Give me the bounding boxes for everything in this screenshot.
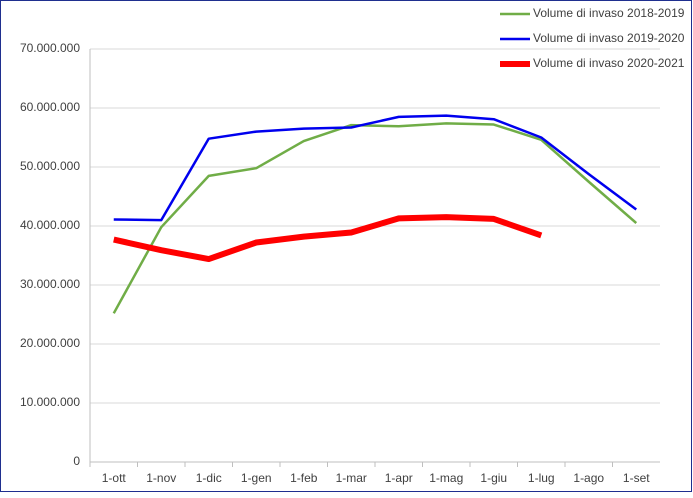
y-tick-label: 20.000.000 xyxy=(20,336,80,350)
x-tick-label: 1-ott xyxy=(102,471,127,485)
y-tick-label: 0 xyxy=(73,454,80,468)
x-tick-label: 1-giu xyxy=(480,471,507,485)
series-line xyxy=(112,122,638,314)
x-tick-label: 1-mar xyxy=(336,471,367,485)
series-line xyxy=(113,214,543,263)
legend-label: Volume di invaso 2019-2020 xyxy=(533,31,685,45)
series-line xyxy=(113,114,637,222)
y-tick-label: 60.000.000 xyxy=(20,100,80,114)
x-tick-label: 1-dic xyxy=(196,471,222,485)
x-tick-label: 1-feb xyxy=(290,471,318,485)
x-tick-label: 1-gen xyxy=(241,471,272,485)
x-tick-label: 1-mag xyxy=(429,471,463,485)
legend-label: Volume di invaso 2018-2019 xyxy=(533,6,685,20)
y-tick-label: 40.000.000 xyxy=(20,218,80,232)
x-tick-label: 1-lug xyxy=(528,471,555,485)
x-tick-label: 1-set xyxy=(623,471,650,485)
legend-label: Volume di invaso 2020-2021 xyxy=(533,56,685,70)
x-tick-label: 1-ago xyxy=(573,471,604,485)
y-tick-label: 10.000.000 xyxy=(20,395,80,409)
y-tick-label: 50.000.000 xyxy=(20,159,80,173)
x-tick-label: 1-apr xyxy=(385,471,413,485)
y-tick-label: 70.000.000 xyxy=(20,41,80,55)
x-tick-label: 1-nov xyxy=(146,471,176,485)
y-tick-label: 30.000.000 xyxy=(20,277,80,291)
